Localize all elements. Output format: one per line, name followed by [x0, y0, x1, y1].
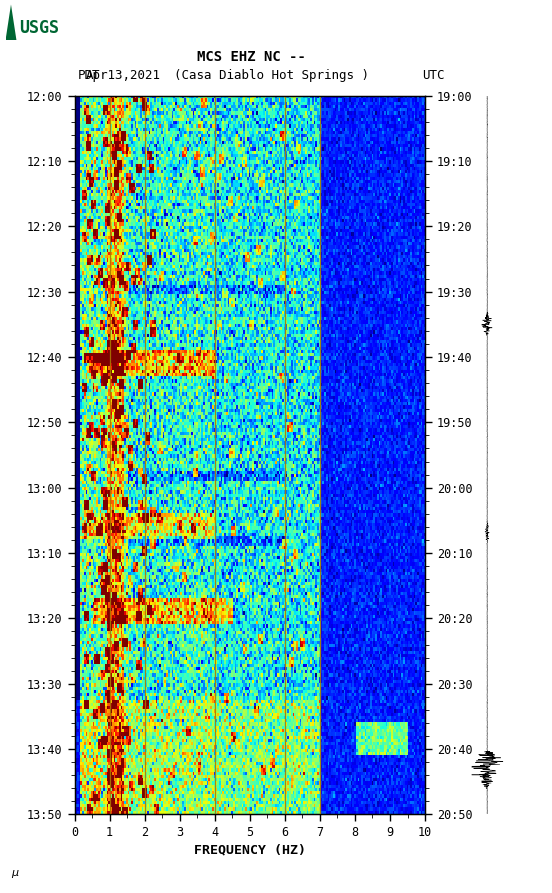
Text: UTC: UTC [422, 69, 445, 81]
Text: USGS: USGS [19, 19, 60, 37]
Text: Apr13,2021: Apr13,2021 [86, 69, 161, 81]
Text: (Casa Diablo Hot Springs ): (Casa Diablo Hot Springs ) [174, 69, 369, 81]
Polygon shape [6, 4, 17, 40]
X-axis label: FREQUENCY (HZ): FREQUENCY (HZ) [194, 843, 306, 856]
Text: PDT: PDT [77, 69, 100, 81]
Text: $\mu$: $\mu$ [11, 868, 20, 880]
Text: MCS EHZ NC --: MCS EHZ NC -- [197, 50, 306, 64]
